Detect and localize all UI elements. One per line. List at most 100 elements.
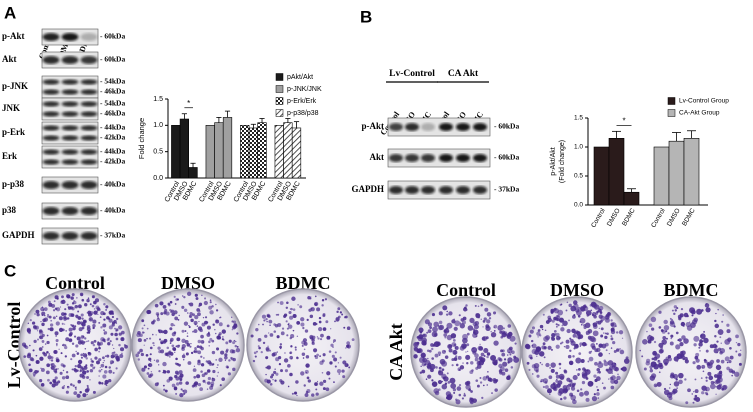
colony: [583, 390, 590, 396]
colony: [502, 327, 505, 330]
colony: [106, 354, 110, 358]
colony: [80, 353, 84, 357]
colony: [302, 326, 305, 330]
colony: [81, 375, 86, 379]
colony: [479, 343, 481, 345]
colony: [474, 353, 479, 358]
colony: [231, 316, 233, 318]
colony: [183, 353, 185, 355]
colony: [483, 355, 486, 357]
colony: [478, 356, 483, 361]
colony: [735, 350, 738, 353]
colony: [531, 348, 537, 355]
colony: [573, 303, 579, 309]
colony: [162, 384, 165, 387]
colony: [198, 302, 203, 306]
colony: [322, 387, 326, 391]
colony: [54, 376, 58, 380]
colony: [154, 303, 159, 308]
colony: [64, 345, 68, 350]
colony: [579, 342, 583, 346]
colony: [731, 374, 734, 377]
colony: [669, 341, 674, 346]
plate: [521, 296, 633, 408]
colony: [530, 339, 534, 343]
colony: [609, 376, 614, 381]
blot-row-label: GAPDH: [352, 184, 385, 194]
blot-row-label: p-Akt: [361, 121, 384, 131]
colony: [435, 366, 438, 369]
colony: [88, 312, 90, 315]
colony: [436, 341, 441, 346]
blot-band: [61, 79, 79, 85]
legend-swatch: [275, 85, 284, 93]
colony: [603, 359, 607, 363]
colony: [41, 322, 45, 327]
colony: [329, 361, 333, 365]
colony: [110, 362, 113, 365]
column-label: BDMC: [276, 273, 331, 293]
colony: [581, 380, 586, 385]
colony: [514, 342, 517, 345]
colony: [147, 367, 150, 370]
colony: [318, 316, 322, 320]
colony: [87, 300, 89, 303]
colony: [143, 324, 146, 327]
colony: [110, 354, 115, 359]
colony: [429, 363, 436, 370]
colony: [452, 388, 457, 392]
colony: [53, 349, 58, 355]
colony: [141, 331, 145, 334]
colony: [653, 340, 657, 344]
colony: [681, 350, 686, 356]
colony: [507, 354, 509, 356]
colony: [559, 342, 562, 345]
colony: [212, 369, 216, 374]
colony: [33, 325, 38, 330]
colony: [71, 342, 75, 346]
colony: [146, 372, 150, 375]
colony: [492, 359, 498, 366]
colony: [708, 375, 714, 381]
colony: [428, 349, 432, 353]
colony: [665, 330, 668, 333]
colony: [453, 357, 458, 361]
colony: [560, 327, 565, 332]
colony: [184, 330, 187, 332]
colony: [603, 332, 605, 334]
colony: [174, 351, 176, 353]
colony: [326, 335, 331, 340]
colony: [421, 362, 426, 367]
colony: [288, 310, 292, 315]
blot-band: [42, 232, 60, 240]
colony: [102, 356, 105, 360]
colony: [119, 353, 124, 358]
colony: [431, 331, 438, 338]
colony: [314, 382, 318, 386]
column-label: Control: [45, 273, 105, 293]
colony: [211, 350, 216, 355]
colony: [676, 387, 678, 389]
colony: [678, 379, 683, 385]
colony: [461, 343, 467, 350]
blot-band: [472, 186, 488, 194]
colony: [603, 361, 609, 367]
colony: [726, 361, 729, 364]
blot-band: [404, 154, 420, 162]
colony: [217, 371, 220, 374]
colony: [448, 311, 453, 316]
colony: [85, 357, 88, 360]
colony: [698, 346, 701, 349]
colony: [721, 387, 725, 391]
colony: [157, 346, 161, 350]
colony: [643, 367, 647, 371]
colony: [613, 349, 617, 353]
y-tick-label: 0.0: [574, 202, 583, 209]
colony: [715, 393, 717, 395]
colony: [537, 329, 541, 332]
colony: [735, 341, 738, 344]
colony: [278, 362, 282, 366]
colony: [466, 332, 470, 336]
colony: [26, 328, 31, 333]
colony: [70, 358, 73, 361]
